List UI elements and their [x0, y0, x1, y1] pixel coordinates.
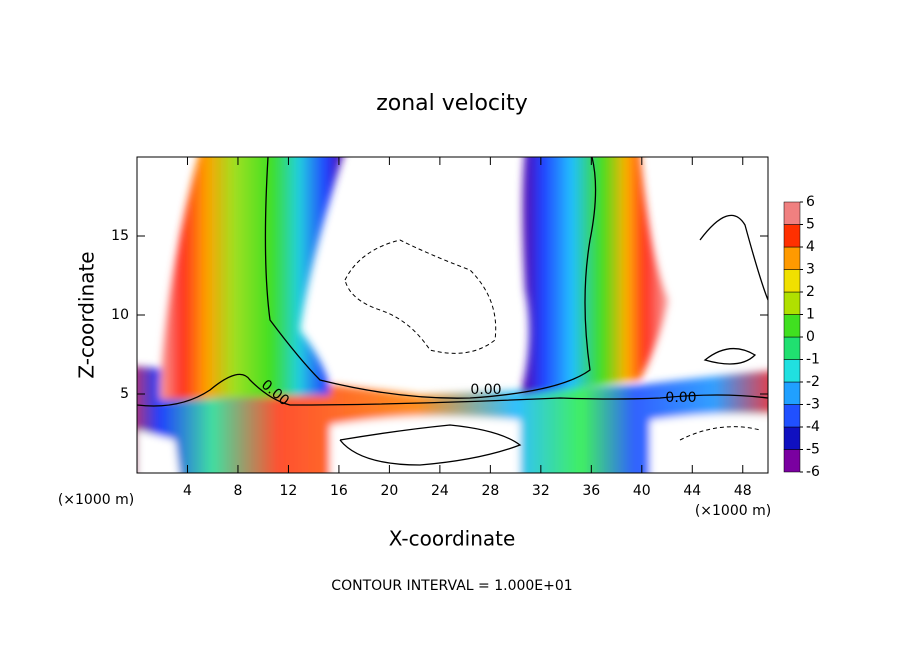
contour-label: 0.00: [665, 390, 696, 406]
colorbar-tick-label: 0: [806, 329, 815, 345]
colorbar-swatch: [783, 336, 801, 360]
y-unit: (×1000 m): [58, 492, 134, 508]
field: [137, 157, 768, 473]
x-tick-label: 8: [233, 483, 242, 499]
colorbar-swatch: [783, 291, 801, 315]
x-tick-label: 36: [582, 483, 600, 499]
x-tick-label: 48: [734, 483, 752, 499]
x-tick-label: 16: [330, 483, 348, 499]
x-tick-label: 44: [683, 483, 701, 499]
colorbar-tick-label: -3: [806, 397, 820, 413]
colorbar-swatch: [783, 381, 801, 405]
y-tick-label: 5: [120, 386, 129, 402]
y-axis-label: Z-coordinate: [75, 251, 99, 378]
footnote: CONTOUR INTERVAL = 1.000E+01: [331, 578, 572, 594]
colorbar-tick-label: -4: [806, 419, 820, 435]
colorbar-tick-label: -5: [806, 442, 820, 458]
colorbar-tick-label: -2: [806, 374, 820, 390]
colorbar-tick-label: 6: [806, 194, 815, 210]
x-tick-label: 20: [380, 483, 398, 499]
colorbar-swatch: [783, 246, 801, 270]
colorbar-swatch: [783, 404, 801, 428]
colorbar-tick-label: -1: [806, 352, 820, 368]
colorbar-swatch: [783, 314, 801, 338]
colorbar-swatch: [783, 269, 801, 293]
colorbar-tick-label: 5: [806, 217, 815, 233]
y-tick-label: 15: [111, 228, 129, 244]
x-unit: (×1000 m): [695, 503, 771, 519]
x-tick-label: 40: [633, 483, 651, 499]
colorbar-swatch: [783, 426, 801, 450]
colorbar-tick-label: 3: [806, 262, 815, 278]
y-tick-label: 10: [111, 307, 129, 323]
x-tick-label: 32: [532, 483, 550, 499]
colorbar-tick-label: 1: [806, 307, 815, 323]
x-tick-label: 24: [431, 483, 449, 499]
x-tick-label: 4: [183, 483, 192, 499]
x-tick-label: 12: [280, 483, 298, 499]
x-tick-label: 28: [481, 483, 499, 499]
colorbar-swatch: [783, 359, 801, 383]
colorbar-swatch: [783, 449, 801, 473]
colorbar-swatch: [783, 224, 801, 248]
colorbar-tick-label: 4: [806, 239, 815, 255]
colorbar-tick-label: 2: [806, 284, 815, 300]
colorbar-swatch: [783, 201, 801, 225]
colorbar-tick-label: -6: [806, 464, 820, 480]
contour-label: 0.00: [470, 382, 501, 398]
x-axis-label: X-coordinate: [389, 527, 516, 551]
chart-title: zonal velocity: [376, 91, 528, 116]
